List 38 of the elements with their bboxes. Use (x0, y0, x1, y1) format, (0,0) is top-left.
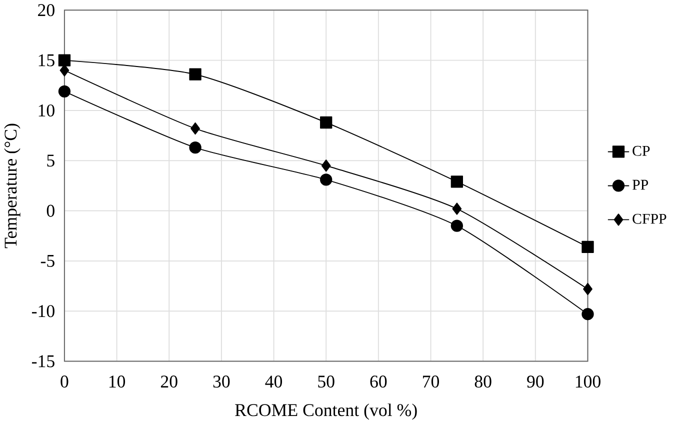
point (189, 142, 202, 154)
x-tick-label: 50 (318, 376, 334, 388)
y-tick-label: -15 (32, 355, 54, 368)
point (320, 116, 332, 129)
x-tick-label: 90 (527, 376, 544, 388)
point (189, 68, 202, 80)
x-tick-label: 30 (213, 376, 230, 388)
point (582, 240, 594, 254)
y-axis-title: Temperature (°C) (4, 124, 20, 248)
y-tick-label: 5 (47, 154, 54, 167)
y-tick-label: -5 (40, 255, 54, 267)
legend-label: CP (632, 146, 650, 156)
x-tick-label: 0 (60, 376, 68, 388)
x-tick-label: 100 (576, 376, 600, 388)
y-tick-label: -10 (32, 305, 54, 318)
point (582, 308, 594, 320)
point (450, 220, 463, 232)
point (452, 202, 462, 215)
point (190, 122, 200, 135)
x-tick-label: 20 (160, 376, 178, 388)
x-axis-title: RCOME Content (vol %) (235, 404, 417, 420)
x-tick-label: 70 (423, 376, 440, 388)
legend-label: CFPP (632, 214, 666, 224)
y-tick-label: 15 (38, 54, 54, 66)
y-tick-label: 0 (46, 204, 54, 217)
point (583, 283, 592, 296)
legend-label: PP (632, 180, 648, 190)
y-tick-label: 20 (38, 4, 54, 16)
y-tick-label: 10 (38, 104, 54, 117)
point (58, 85, 71, 98)
point (321, 160, 331, 172)
x-tick-label: 40 (265, 376, 282, 388)
point (58, 54, 71, 66)
x-tick-label: 80 (474, 376, 492, 388)
point (450, 176, 463, 188)
x-tick-label: 60 (370, 376, 387, 388)
point (320, 174, 332, 186)
x-tick-label: 10 (109, 376, 126, 388)
